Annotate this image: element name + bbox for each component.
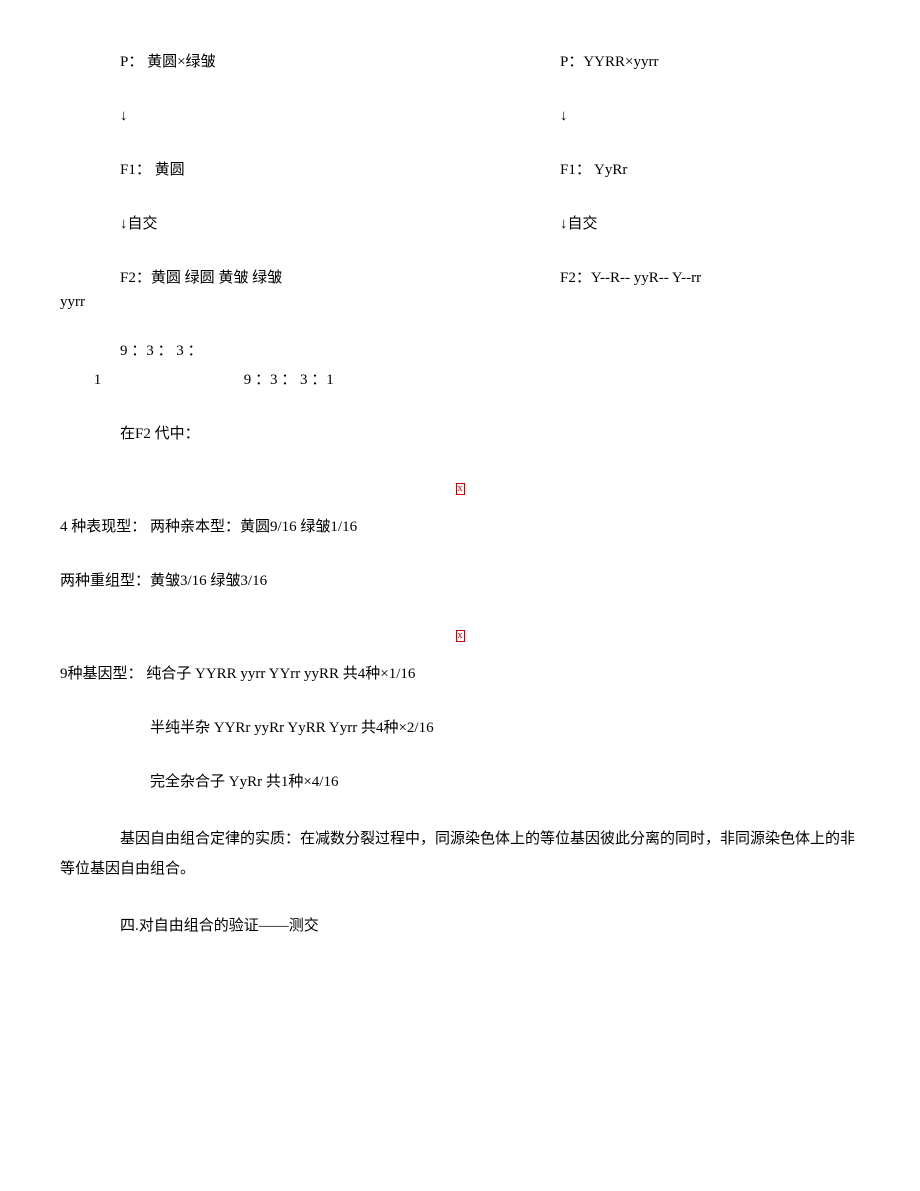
essence-paragraph: 基因自由组合定律的实质：在减数分裂过程中，同源染色体上的等位基因彼此分离的同时，… (60, 824, 860, 884)
ratio-row-2: 1 9 ：3 ： 3 ：1 (60, 368, 860, 392)
p-generation-row: P： 黄圆×绿皱 P：YYRR×yyrr (60, 50, 860, 74)
down-arrow-self-icon: ↓自交 (500, 212, 860, 236)
ratio-row: 9 ：3 ： 3 ： (60, 339, 860, 363)
f2-yyrr: yyrr (60, 294, 85, 310)
f2-phenotype: F2：黄圆 绿圆 黄皱 绿皱 (60, 266, 500, 290)
broken-image-icon: x (60, 476, 860, 500)
down-arrow-icon: ↓ (60, 104, 500, 128)
f2-heading: 在F2 代中： (60, 422, 860, 446)
arrow-row-2: ↓自交 ↓自交 (60, 212, 860, 236)
f2-generation-row: F2：黄圆 绿圆 黄皱 绿皱 F2：Y--R-- yyR-- Y--rr yyr… (60, 266, 860, 314)
p-phenotype: P： 黄圆×绿皱 (60, 50, 500, 74)
ratio-left-top: 9 ：3 ： 3 ： (120, 343, 203, 359)
broken-image-icon: x (60, 623, 860, 647)
down-arrow-icon: ↓ (500, 104, 860, 128)
f1-genotype: F1： YyRr (500, 158, 860, 182)
down-arrow-self-icon: ↓自交 (60, 212, 500, 236)
genotype-full: 完全杂合子 YyRr 共1种×4/16 (60, 770, 860, 794)
arrow-row-1: ↓ ↓ (60, 104, 860, 128)
f2-genotype: F2：Y--R-- yyR-- Y--rr (500, 266, 860, 290)
ratio-right: 9 ：3 ： 3 ：1 (244, 372, 334, 388)
p-genotype: P：YYRR×yyrr (500, 50, 860, 74)
ratio-left-bottom: 1 (94, 372, 102, 388)
phenotype-parental: 4 种表现型： 两种亲本型：黄圆9/16 绿皱1/16 (60, 515, 860, 539)
f1-phenotype: F1： 黄圆 (60, 158, 500, 182)
f1-generation-row: F1： 黄圆 F1： YyRr (60, 158, 860, 182)
phenotype-recombinant: 两种重组型：黄皱3/16 绿皱3/16 (60, 569, 860, 593)
genotype-half: 半纯半杂 YYRr yyRr YyRR Yyrr 共4种×2/16 (60, 716, 860, 740)
section-4-heading: 四.对自由组合的验证——测交 (60, 914, 860, 938)
genotype-pure: 9种基因型： 纯合子 YYRR yyrr YYrr yyRR 共4种×1/16 (60, 662, 860, 686)
